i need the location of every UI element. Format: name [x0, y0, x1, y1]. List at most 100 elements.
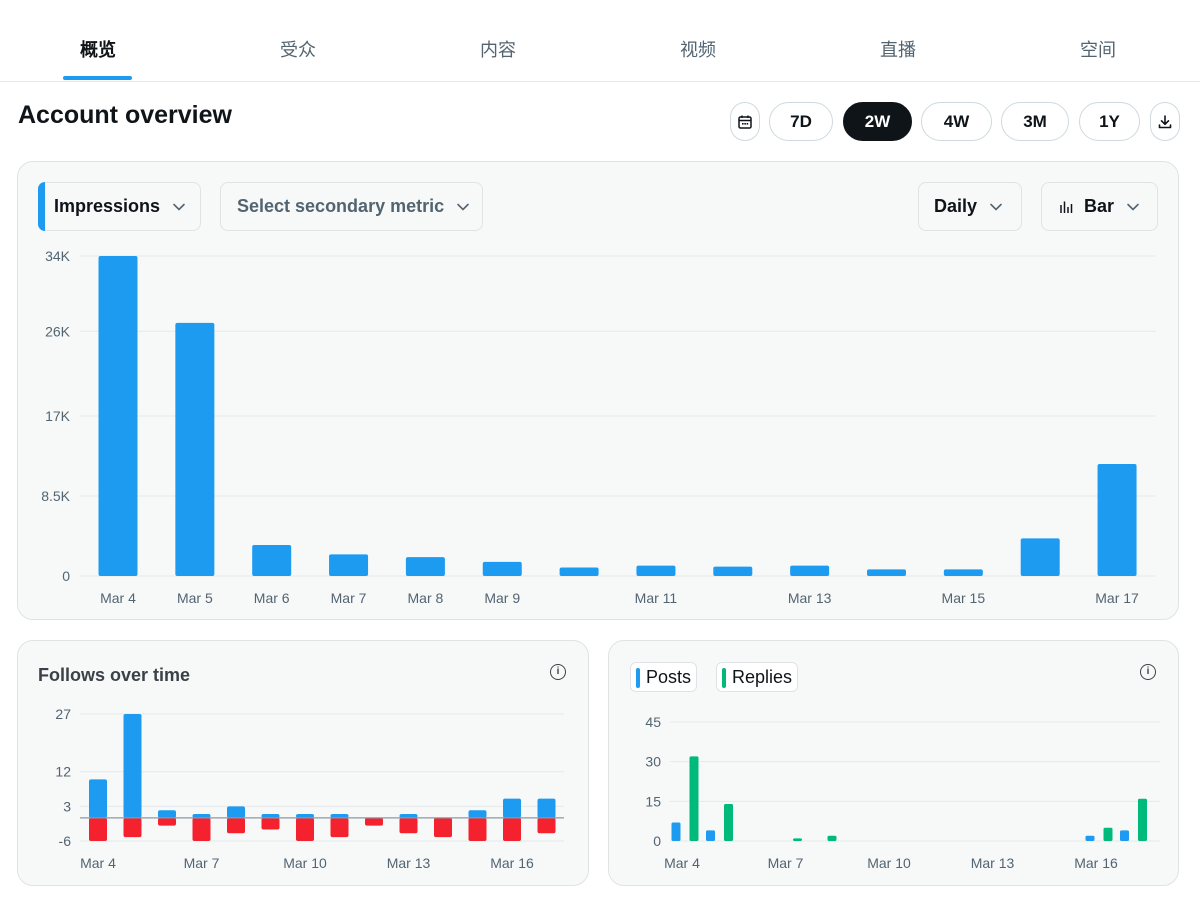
range-2w-button[interactable]: 2W [843, 102, 912, 141]
bar-mar-7 [329, 554, 369, 576]
tab-audience[interactable]: 受众 [280, 40, 316, 60]
follows-title: Follows over time [38, 665, 191, 685]
x-tick-label: Mar 16 [1074, 855, 1118, 871]
tab-video[interactable]: 视频 [680, 40, 716, 60]
tab-spaces[interactable]: 空间 [1080, 40, 1116, 60]
posts-replies-card [608, 640, 1179, 886]
range-4w-button[interactable]: 4W [921, 102, 992, 141]
follows-bar-mar-10 [296, 814, 314, 818]
replies-bar-mar-8 [827, 835, 837, 841]
x-tick-label: Mar 9 [484, 590, 520, 606]
x-tick-label: Mar 4 [80, 855, 116, 871]
replies-bar-mar-7 [793, 838, 802, 841]
unfollows-bar-mar-12 [365, 817, 383, 826]
replies-bar-mar-5 [724, 803, 733, 841]
follows-bar-mar-9 [261, 814, 280, 818]
metric-color-indicator [38, 182, 45, 231]
tab-live[interactable]: 直播 [880, 40, 916, 60]
chevron-down-icon [173, 203, 185, 211]
posts-bar-mar-17 [1120, 830, 1129, 841]
y-tick-label: 34K [45, 248, 71, 264]
unfollows-bar-mar-9 [261, 817, 280, 830]
unfollows-bar-mar-17 [537, 817, 556, 834]
chevron-down-icon [990, 203, 1002, 211]
x-tick-label: Mar 13 [387, 855, 431, 871]
bar-mar-9 [482, 561, 522, 576]
download-button[interactable] [1150, 102, 1180, 141]
follows-bar-mar-16 [503, 798, 521, 818]
unfollows-bar-mar-10 [296, 817, 314, 841]
y-tick-label: -6 [59, 833, 72, 849]
interval-label: Daily [934, 196, 978, 216]
follows-bar-mar-5 [123, 714, 142, 818]
range-1y-button[interactable]: 1Y [1079, 102, 1140, 141]
bar-mar-10 [559, 567, 599, 576]
y-tick-label: 17K [45, 408, 71, 424]
calendar-icon [738, 115, 752, 129]
y-tick-label: 30 [645, 754, 661, 770]
unfollows-bar-mar-14 [434, 817, 452, 838]
posts-color-swatch [636, 668, 640, 688]
x-tick-label: Mar 11 [635, 590, 678, 606]
bar-mar-11 [636, 565, 676, 576]
unfollows-bar-mar-4 [89, 817, 107, 841]
download-icon [1158, 114, 1172, 128]
unfollows-bar-mar-15 [468, 817, 487, 841]
legend-replies[interactable]: Replies [716, 662, 798, 692]
range-7d-button[interactable]: 7D [769, 102, 833, 141]
y-tick-label: 3 [63, 798, 71, 814]
follows-bar-mar-13 [399, 814, 418, 818]
bar-mar-8 [405, 557, 445, 576]
posts-bar-mar-4 [671, 822, 681, 841]
bar-mar-6 [252, 544, 292, 576]
bar-mar-13 [790, 565, 830, 576]
x-tick-label: Mar 15 [942, 590, 986, 606]
x-tick-label: Mar 5 [177, 590, 213, 606]
x-tick-label: Mar 13 [788, 590, 832, 606]
y-tick-label: 27 [55, 706, 71, 722]
chart-type-label: Bar [1084, 196, 1115, 216]
follows-bar-mar-17 [537, 798, 556, 818]
y-tick-label: 0 [62, 568, 70, 584]
primary-metric-dropdown[interactable]: Impressions [38, 182, 201, 231]
tab-overview[interactable]: 概览 [80, 40, 116, 60]
x-tick-label: Mar 8 [408, 590, 444, 606]
y-tick-label: 8.5K [41, 488, 70, 504]
x-tick-label: Mar 7 [184, 855, 220, 871]
follows-bar-mar-8 [227, 806, 245, 818]
replies-bar-mar-4 [689, 756, 699, 841]
x-tick-label: Mar 4 [100, 590, 136, 606]
info-icon[interactable]: i [550, 664, 566, 680]
unfollows-bar-mar-16 [503, 817, 521, 841]
unfollows-bar-mar-8 [227, 817, 245, 834]
calendar-button[interactable] [730, 102, 760, 141]
bar-mar-16 [1020, 538, 1060, 576]
secondary-metric-dropdown[interactable]: Select secondary metric [220, 182, 483, 231]
interval-dropdown[interactable]: Daily [918, 182, 1022, 231]
x-tick-label: Mar 16 [490, 855, 534, 871]
x-tick-label: Mar 13 [971, 855, 1015, 871]
y-tick-label: 0 [653, 833, 661, 849]
secondary-metric-placeholder: Select secondary metric [237, 196, 445, 216]
chevron-down-icon [457, 203, 469, 211]
bar-mar-12 [713, 566, 753, 576]
unfollows-bar-mar-6 [158, 817, 176, 826]
legend-posts[interactable]: Posts [630, 662, 697, 692]
bar-mar-5 [175, 322, 215, 576]
unfollows-bar-mar-7 [192, 817, 211, 841]
range-3m-button[interactable]: 3M [1001, 102, 1069, 141]
legend-replies-label: Replies [732, 666, 793, 687]
top-tabs: 概览 受众 内容 视频 直播 空间 [0, 0, 1200, 82]
bar-mar-15 [943, 569, 983, 576]
info-icon[interactable]: i [1140, 664, 1156, 680]
replies-color-swatch [722, 668, 726, 688]
x-tick-label: Mar 6 [254, 590, 290, 606]
tab-content[interactable]: 内容 [480, 40, 516, 60]
replies-bar-mar-17 [1138, 798, 1147, 841]
follows-bar-mar-6 [158, 810, 176, 818]
follows-bar-mar-11 [330, 814, 349, 818]
chart-type-dropdown[interactable]: Bar [1041, 182, 1158, 231]
